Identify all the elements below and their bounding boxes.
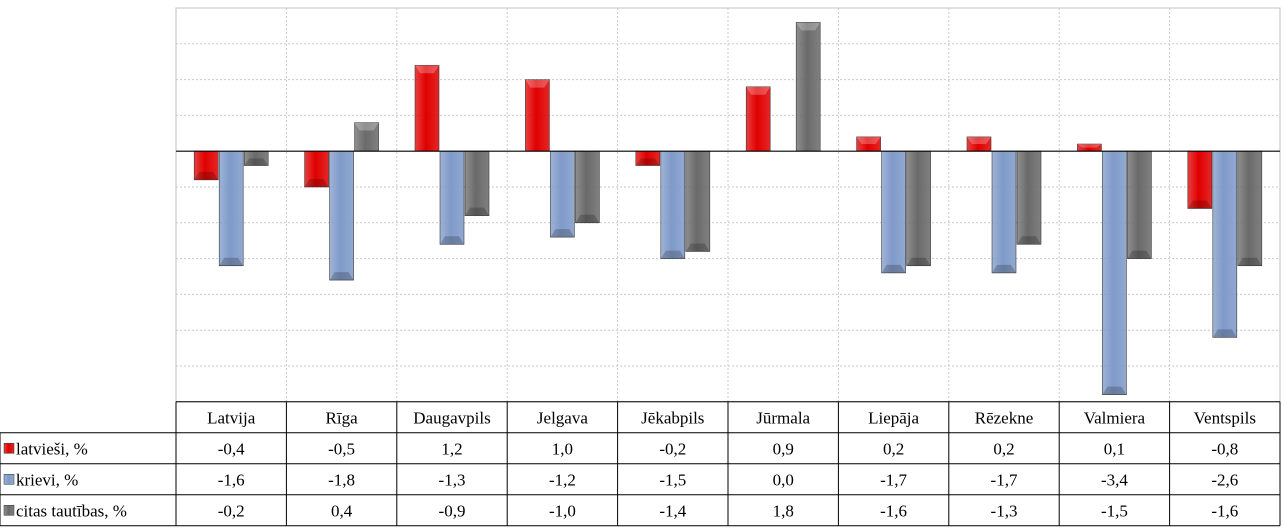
bar-latviesi-6 xyxy=(745,86,771,152)
value-label-latviesi: 1,2 xyxy=(441,439,462,458)
bar-citas-7 xyxy=(906,150,931,267)
bar-krievi-3 xyxy=(439,150,465,245)
bar-latviesi-4 xyxy=(525,79,550,152)
bar-krievi-8 xyxy=(991,150,1017,274)
value-label-krievi: -1,7 xyxy=(991,470,1018,489)
bar-citas-5 xyxy=(685,150,711,252)
category-label: Liepāja xyxy=(868,408,919,427)
legend-key-citas xyxy=(3,505,15,516)
category-label: Ventspils xyxy=(1194,408,1256,427)
bar-krievi-10 xyxy=(1212,150,1238,338)
value-label-citas: -1,6 xyxy=(1211,501,1238,520)
value-label-krievi: -3,4 xyxy=(1101,470,1128,489)
value-label-citas: -0,2 xyxy=(218,501,245,520)
value-label-citas: -1,3 xyxy=(991,501,1018,520)
legend-key-krievi xyxy=(3,474,15,485)
value-label-krievi: -1,6 xyxy=(218,470,245,489)
legend-label-latviesi: latvieši, % xyxy=(16,439,88,458)
value-label-krievi: -1,7 xyxy=(880,470,907,489)
category-label: Valmiera xyxy=(1084,408,1146,427)
value-label-krievi: 0,0 xyxy=(773,470,794,489)
bar-latviesi-10 xyxy=(1187,150,1213,209)
value-label-citas: -1,6 xyxy=(880,501,907,520)
legend-label-citas: citas tautības, % xyxy=(16,501,127,520)
bar-krievi-5 xyxy=(660,150,686,259)
bar-citas-10 xyxy=(1237,150,1263,267)
legend-label-krievi: krievi, % xyxy=(16,470,78,489)
value-label-latviesi: 0,9 xyxy=(773,439,794,458)
category-label: Jūrmala xyxy=(756,408,810,427)
bar-krievi-4 xyxy=(550,150,575,238)
bar-latviesi-1 xyxy=(193,150,219,181)
value-label-krievi: -1,2 xyxy=(549,470,576,489)
category-label: Jēkabpils xyxy=(641,408,704,427)
bar-latviesi-2 xyxy=(304,150,329,188)
value-label-citas: 0,4 xyxy=(331,501,353,520)
bar-latviesi-5 xyxy=(635,150,661,166)
data-table: Latvija Rīga Daugavpils Jelgava Jēkabpils Jūr… xyxy=(0,401,1281,527)
value-label-citas: -1,5 xyxy=(1101,501,1128,520)
bars xyxy=(193,22,1263,395)
value-label-citas: -1,0 xyxy=(549,501,576,520)
bar-citas-1 xyxy=(243,150,269,166)
value-label-krievi: -1,8 xyxy=(328,470,355,489)
value-label-latviesi: -0,2 xyxy=(659,439,686,458)
bar-latviesi-8 xyxy=(966,136,992,152)
value-label-latviesi: -0,5 xyxy=(328,439,355,458)
value-label-citas: -0,9 xyxy=(439,501,466,520)
value-label-latviesi: 0,2 xyxy=(883,439,904,458)
value-label-krievi: -1,5 xyxy=(659,470,686,489)
value-label-krievi: -2,6 xyxy=(1211,470,1238,489)
value-label-latviesi: 1,0 xyxy=(552,439,573,458)
bar-citas-9 xyxy=(1127,150,1152,259)
bar-krievi-9 xyxy=(1102,150,1127,395)
value-label-krievi: -1,3 xyxy=(439,470,466,489)
value-label-latviesi: -0,8 xyxy=(1211,439,1238,458)
bar-latviesi-3 xyxy=(414,64,440,152)
category-label: Daugavpils xyxy=(413,408,490,427)
bar-krievi-7 xyxy=(881,150,906,274)
category-label: Rīga xyxy=(326,408,359,427)
value-label-latviesi: 0,1 xyxy=(1104,439,1125,458)
bar-latviesi-7 xyxy=(856,136,881,152)
category-label: Jelgava xyxy=(537,408,588,427)
value-label-latviesi: 0,2 xyxy=(993,439,1014,458)
bar-citas-2 xyxy=(354,122,379,152)
value-label-citas: 1,8 xyxy=(773,501,794,520)
value-label-latviesi: -0,4 xyxy=(218,439,245,458)
bar-citas-4 xyxy=(575,150,600,224)
legend-key-latviesi xyxy=(3,443,15,454)
bar-krievi-1 xyxy=(218,150,244,267)
category-label: Latvija xyxy=(207,408,256,427)
bar-citas-8 xyxy=(1016,150,1042,245)
category-label: Rēzekne xyxy=(975,408,1034,427)
bar-citas-6 xyxy=(795,22,821,152)
value-label-citas: -1,4 xyxy=(659,501,686,520)
bar-latviesi-9 xyxy=(1077,143,1102,152)
gridlines xyxy=(175,7,1281,403)
bar-citas-3 xyxy=(464,150,490,216)
bar-krievi-2 xyxy=(329,150,354,281)
